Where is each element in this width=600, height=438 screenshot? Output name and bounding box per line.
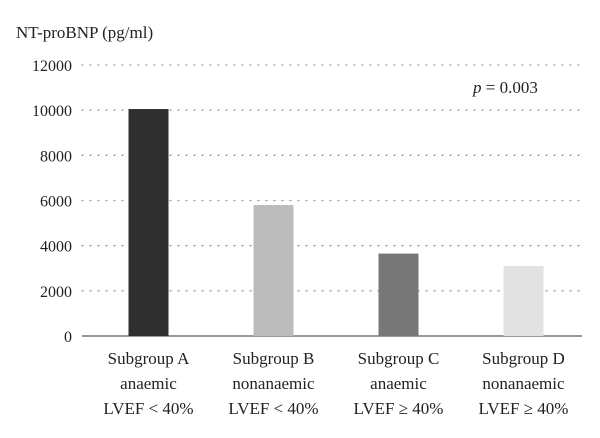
bar — [128, 109, 169, 336]
x-tick-label: Subgroup D — [482, 349, 565, 368]
p-value-symbol: p — [472, 78, 482, 97]
y-axis-label: NT-proBNP (pg/ml) — [16, 23, 153, 42]
x-tick-label: LVEF < 40% — [103, 399, 193, 418]
bar — [253, 205, 294, 336]
y-tick-label: 0 — [64, 329, 72, 346]
x-tick-label: anaemic — [120, 374, 177, 393]
x-tick-label: LVEF ≥ 40% — [479, 399, 569, 418]
y-tick-label: 12000 — [32, 58, 72, 75]
x-axis-ticks: Subgroup A anaemic LVEF < 40% Subgroup B non… — [103, 349, 568, 418]
x-tick-label: LVEF < 40% — [228, 399, 318, 418]
x-tick-label: nonanaemic — [232, 374, 315, 393]
x-tick-label: Subgroup C — [358, 349, 440, 368]
gridlines — [81, 64, 583, 292]
y-tick-label: 2000 — [40, 284, 72, 301]
bar — [503, 265, 544, 336]
bar — [378, 253, 419, 336]
y-tick-label: 4000 — [40, 239, 72, 256]
y-tick-label: 6000 — [40, 194, 72, 211]
p-value-text: = 0.003 — [482, 78, 538, 97]
y-axis-ticks: 0 2000 4000 6000 8000 10000 12000 — [32, 58, 72, 346]
x-tick-label: anaemic — [370, 374, 427, 393]
x-tick-label: nonanaemic — [482, 374, 565, 393]
y-tick-label: 8000 — [40, 148, 72, 165]
y-tick-label: 10000 — [32, 103, 72, 120]
x-tick-label: LVEF ≥ 40% — [354, 399, 444, 418]
x-tick-label: Subgroup B — [233, 349, 315, 368]
x-tick-label: Subgroup A — [108, 349, 190, 368]
bars — [128, 109, 544, 336]
p-value-annotation: p = 0.003 — [472, 78, 538, 97]
